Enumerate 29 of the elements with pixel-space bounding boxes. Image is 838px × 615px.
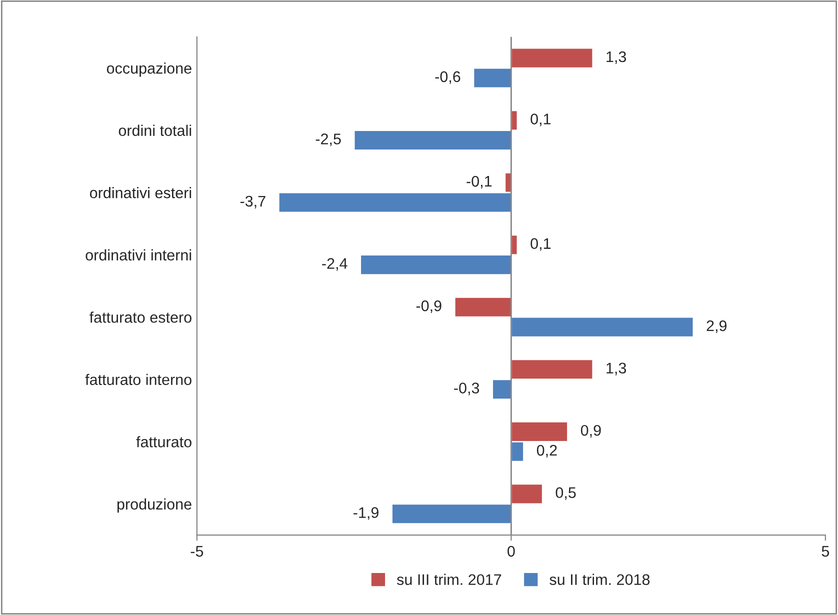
y-tick-label: fatturato estero [90, 312, 192, 323]
y-tick-label: ordinativi interni [86, 249, 192, 261]
y-tick-label: fatturato [136, 436, 192, 448]
data-label: -0,3 [454, 382, 480, 396]
data-label: 1,3 [606, 51, 626, 64]
legend-label: su II trim. 2018 [550, 574, 650, 586]
data-label: 0,2 [536, 444, 557, 458]
data-label: -1,9 [354, 507, 378, 520]
x-tick-label: -5 [190, 546, 204, 557]
y-tick-label: occupazione [106, 62, 192, 77]
x-tick-label: 0 [508, 546, 515, 557]
y-tick-label: fatturato interno [85, 374, 192, 386]
x-tick-label: 5 [822, 546, 830, 557]
legend-label: su III trim. 2017 [396, 574, 502, 586]
y-tick-label: ordinativi esteri [90, 187, 192, 198]
data-label: -0,6 [435, 71, 460, 84]
data-label: -2,5 [316, 134, 341, 146]
data-label: -2,4 [322, 258, 348, 271]
data-label: -3,7 [240, 196, 266, 208]
data-label: 1,3 [606, 362, 626, 376]
data-label: 0,5 [556, 487, 576, 500]
data-label: -0,1 [466, 176, 492, 189]
data-label: -0,9 [416, 300, 442, 314]
data-label: 2,9 [706, 320, 727, 333]
data-label: 0,9 [580, 424, 601, 438]
y-tick-label: produzione [117, 498, 192, 513]
data-label: 0,1 [530, 238, 551, 251]
y-tick-label: ordini totali [118, 124, 192, 136]
data-label: 0,1 [530, 114, 551, 126]
